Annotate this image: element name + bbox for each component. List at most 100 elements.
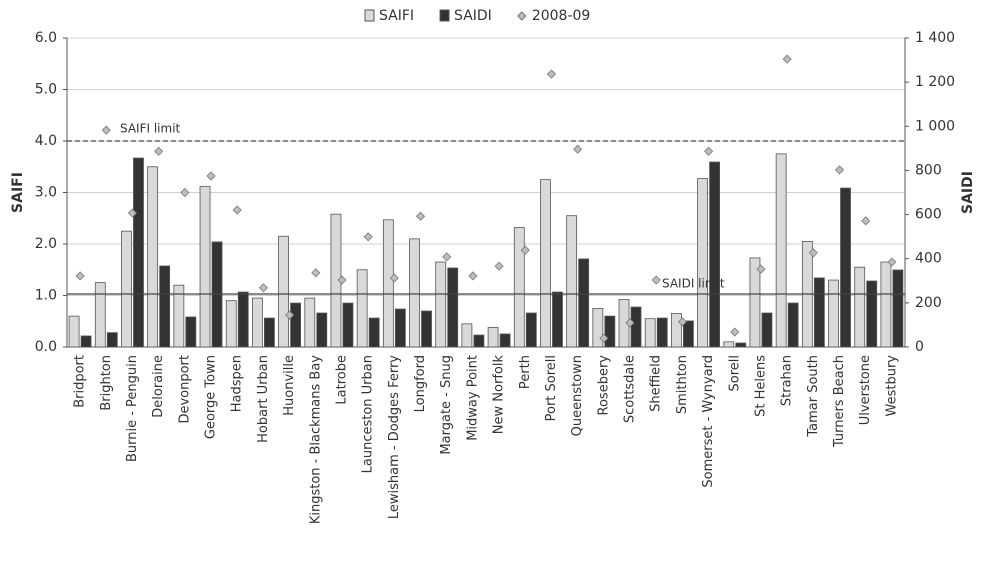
bar bbox=[316, 312, 328, 348]
bar bbox=[866, 280, 878, 348]
bar bbox=[342, 302, 354, 348]
bar bbox=[499, 333, 511, 348]
x-tick-label: Rosebery bbox=[596, 355, 611, 416]
bar bbox=[604, 315, 616, 348]
x-tick-label: Devonport bbox=[177, 355, 192, 424]
marker bbox=[389, 273, 399, 283]
y-axis-title: SAIFI bbox=[10, 172, 26, 213]
x-tick-label: Tamar South bbox=[806, 355, 821, 438]
marker bbox=[101, 125, 111, 135]
bar bbox=[421, 310, 432, 348]
x-tick-label: Port Sorell bbox=[544, 355, 559, 421]
x-tick-label: Smithton bbox=[675, 355, 690, 414]
x-tick-label: Strahan bbox=[780, 355, 795, 406]
marker bbox=[311, 268, 321, 278]
marker bbox=[861, 216, 871, 226]
y2-tick-label: 1 400 bbox=[915, 30, 955, 46]
marker bbox=[363, 232, 373, 242]
marker bbox=[206, 171, 216, 181]
annotation: SAIFI limit bbox=[120, 122, 181, 136]
y-tick-label: 2.0 bbox=[35, 236, 57, 252]
bar bbox=[749, 257, 761, 348]
bar bbox=[671, 313, 682, 348]
bar bbox=[723, 341, 735, 348]
bar bbox=[513, 227, 525, 348]
marker bbox=[730, 327, 740, 337]
bar bbox=[133, 157, 144, 348]
marker bbox=[677, 317, 687, 327]
bar bbox=[290, 302, 301, 348]
x-tick-label: Burnie - Penguin bbox=[125, 355, 140, 462]
bar bbox=[435, 261, 447, 348]
bar bbox=[552, 291, 563, 348]
x-tick-label: Midway Point bbox=[465, 355, 480, 441]
legend-label: 2008-09 bbox=[532, 8, 591, 24]
bar bbox=[173, 284, 185, 348]
x-tick-label: Longford bbox=[413, 355, 428, 412]
bar bbox=[540, 179, 551, 348]
x-tick-label: Westbury bbox=[884, 355, 899, 417]
marker bbox=[232, 205, 242, 215]
legend-swatch bbox=[364, 9, 375, 22]
legend-swatch bbox=[517, 11, 527, 21]
x-tick-label: Lewisham - Dodges Ferry bbox=[387, 355, 402, 519]
x-tick-label: Turners Beach bbox=[832, 355, 847, 448]
x-tick-label: Somerset - Wynyard bbox=[701, 355, 716, 488]
x-tick-label: Hadspen bbox=[230, 355, 245, 412]
bar bbox=[121, 230, 132, 348]
bar bbox=[644, 318, 656, 348]
marker bbox=[258, 283, 268, 293]
marker bbox=[127, 208, 138, 218]
x-tick-label: Latrobe bbox=[334, 355, 349, 405]
bar bbox=[592, 307, 604, 348]
x-tick-label: Launceston Urban bbox=[361, 355, 376, 473]
marker bbox=[834, 165, 845, 175]
y-tick-label: 4.0 bbox=[35, 133, 57, 149]
x-tick-label: George Town bbox=[204, 355, 219, 439]
y-tick-label: 1.0 bbox=[35, 288, 57, 304]
x-tick-label: Hobart Urban bbox=[256, 355, 271, 443]
bar bbox=[304, 297, 316, 348]
y-tick-label: 6.0 bbox=[35, 30, 57, 46]
marker bbox=[625, 318, 635, 328]
marker bbox=[573, 144, 583, 154]
y2-tick-label: 0 bbox=[915, 339, 924, 355]
bar bbox=[461, 323, 473, 348]
bar bbox=[630, 306, 642, 348]
bar bbox=[237, 291, 249, 348]
x-tick-label: Margate - Snug bbox=[439, 355, 454, 455]
bar bbox=[199, 185, 211, 348]
marker bbox=[180, 187, 190, 198]
x-tick-label: Huonville bbox=[282, 355, 297, 416]
bar bbox=[185, 316, 197, 348]
bar bbox=[252, 297, 263, 348]
x-tick-label: Ulverstone bbox=[858, 355, 873, 425]
marker bbox=[782, 54, 792, 64]
y2-tick-label: 400 bbox=[915, 251, 942, 267]
bar bbox=[683, 320, 694, 348]
bar bbox=[225, 300, 237, 348]
marker bbox=[442, 252, 452, 262]
bar bbox=[356, 269, 368, 348]
marker bbox=[75, 271, 85, 281]
bar bbox=[80, 335, 92, 348]
marker bbox=[285, 310, 295, 320]
marker bbox=[494, 261, 504, 271]
bar bbox=[828, 279, 839, 348]
x-tick-label: Scottsdale bbox=[623, 355, 638, 423]
x-tick-label: Perth bbox=[518, 355, 533, 389]
bar bbox=[892, 269, 904, 348]
x-tick-label: St Helens bbox=[753, 355, 768, 417]
bar bbox=[840, 187, 851, 348]
x-tick-label: Sheffield bbox=[649, 355, 664, 412]
bar bbox=[159, 265, 171, 348]
marker bbox=[704, 146, 714, 156]
marker bbox=[415, 211, 426, 221]
bar bbox=[735, 342, 747, 348]
marker bbox=[887, 257, 897, 267]
annotation: SAIDI limit bbox=[662, 277, 725, 291]
bar bbox=[94, 282, 106, 348]
bar bbox=[787, 302, 799, 348]
bar bbox=[394, 308, 406, 348]
